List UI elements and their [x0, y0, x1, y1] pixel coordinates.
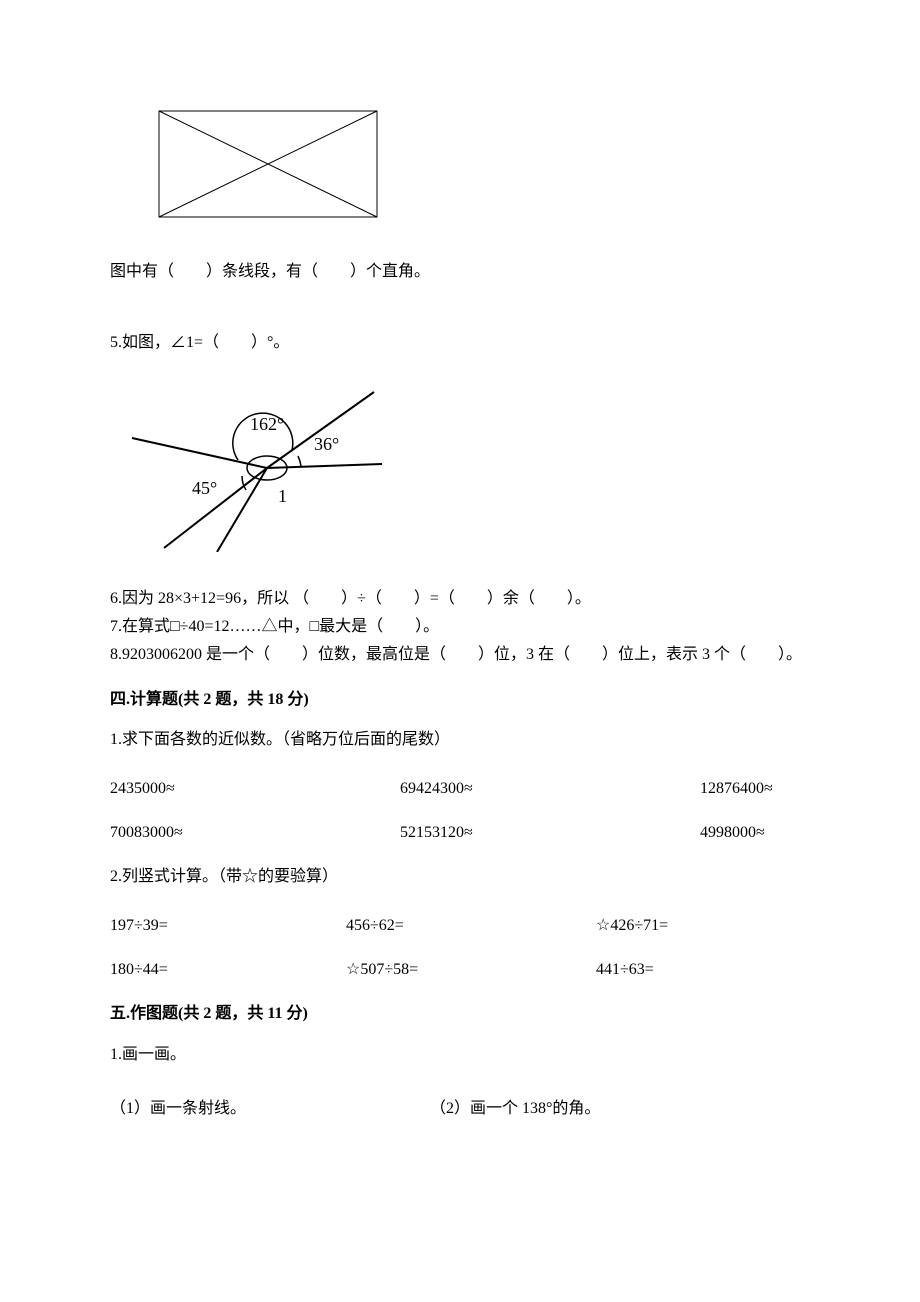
angle-diagram: 162° 36° 45° 1 [122, 372, 810, 559]
calc2-row-1: 180÷44= ☆507÷58= 441÷63= [110, 959, 810, 981]
calc1-cell: 4998000≈ [700, 822, 810, 844]
calc2-cell: 180÷44= [110, 959, 346, 981]
calc1-row-1: 70083000≈ 52153120≈ 4998000≈ [110, 822, 810, 844]
calc1-row-0: 2435000≈ 69424300≈ 12876400≈ [110, 778, 810, 800]
calc2-row-0: 197÷39= 456÷62= ☆426÷71= [110, 915, 810, 937]
draw-item-1: （1）画一条射线。 [110, 1098, 430, 1120]
calc2-cell: 441÷63= [596, 959, 810, 981]
draw-row: （1）画一条射线。 （2）画一个 138°的角。 [110, 1098, 810, 1120]
label-45: 45° [192, 478, 217, 498]
q6-text: 6.因为 28×3+12=96，所以 （ ）÷（ ）=（ ）余（ ）。 [110, 588, 810, 610]
calc2-cell: 197÷39= [110, 915, 346, 937]
draw-title: 1.画一画。 [110, 1044, 810, 1066]
angle-svg: 162° 36° 45° 1 [122, 372, 382, 552]
label-162: 162° [250, 414, 284, 434]
q-rect-text: 图中有（ ）条线段，有（ ）个直角。 [110, 261, 810, 283]
calc2-cell: ☆426÷71= [596, 915, 810, 937]
q8-text: 8.9203006200 是一个（ ）位数，最高位是（ ）位，3 在（ ）位上，… [110, 644, 810, 666]
calc1-cell: 52153120≈ [400, 822, 700, 844]
section4-heading: 四.计算题(共 2 题，共 18 分) [110, 689, 810, 711]
rect-cross-svg [158, 110, 378, 218]
q7-text: 7.在算式□÷40=12……△中，□最大是（ ）。 [110, 616, 810, 638]
section5-heading: 五.作图题(共 2 题，共 11 分) [110, 1003, 810, 1025]
draw-item-2: （2）画一个 138°的角。 [430, 1098, 810, 1120]
label-36: 36° [314, 434, 339, 454]
calc2-cell: 456÷62= [346, 915, 596, 937]
calc1-title: 1.求下面各数的近似数。（省略万位后面的尾数） [110, 729, 810, 751]
calc1-cell: 12876400≈ [700, 778, 810, 800]
q5-text: 5.如图，∠1=（ ）°。 [110, 332, 810, 354]
calc1-cell: 69424300≈ [400, 778, 700, 800]
calc2-cell: ☆507÷58= [346, 959, 596, 981]
rect-cross-diagram [158, 110, 810, 225]
calc1-cell: 2435000≈ [110, 778, 400, 800]
calc2-title: 2.列竖式计算。（带☆的要验算） [110, 866, 810, 888]
page: 图中有（ ）条线段，有（ ）个直角。 5.如图，∠1=（ ）°。 [0, 0, 920, 1302]
calc1-cell: 70083000≈ [110, 822, 400, 844]
label-1: 1 [278, 486, 287, 506]
